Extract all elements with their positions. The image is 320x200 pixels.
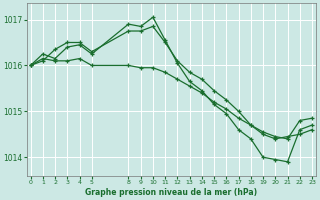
X-axis label: Graphe pression niveau de la mer (hPa): Graphe pression niveau de la mer (hPa) [85, 188, 257, 197]
